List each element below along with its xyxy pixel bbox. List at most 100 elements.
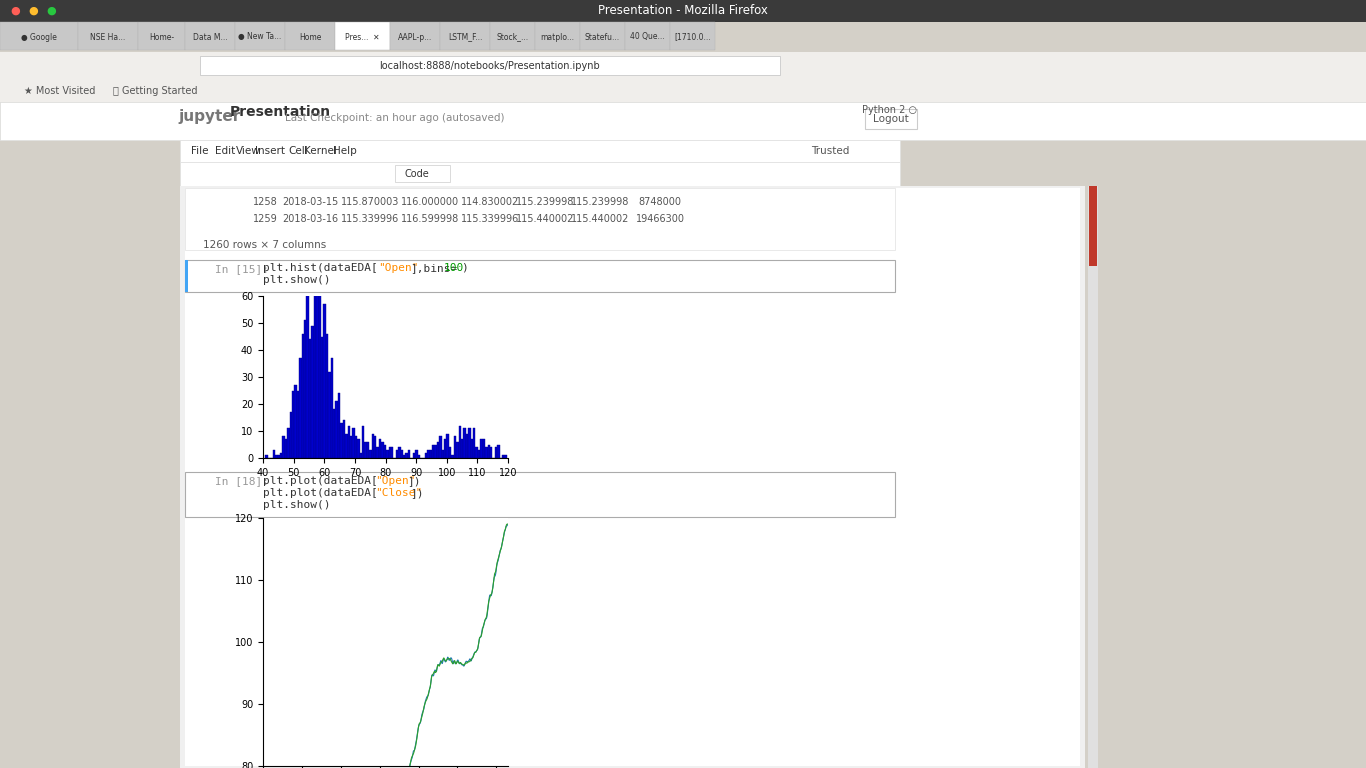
Bar: [306, 288, 309, 458]
Text: 115.239998: 115.239998: [571, 197, 630, 207]
Bar: [367, 442, 369, 458]
Bar: [316, 283, 318, 458]
Bar: [429, 450, 432, 458]
FancyBboxPatch shape: [264, 296, 508, 458]
FancyBboxPatch shape: [395, 165, 449, 182]
Bar: [460, 439, 463, 458]
Bar: [434, 445, 437, 458]
Text: ): ): [460, 263, 467, 273]
Bar: [387, 450, 388, 458]
Bar: [413, 452, 415, 458]
FancyBboxPatch shape: [0, 22, 1366, 52]
Bar: [325, 334, 328, 458]
Text: 115.440002: 115.440002: [571, 214, 630, 224]
Bar: [415, 450, 418, 458]
Text: 1259: 1259: [253, 214, 277, 224]
FancyBboxPatch shape: [184, 188, 1081, 766]
Bar: [391, 447, 393, 458]
Bar: [347, 425, 350, 458]
Text: plt.plot(dataEDA[: plt.plot(dataEDA[: [264, 488, 378, 498]
Text: 114.830002: 114.830002: [460, 197, 519, 207]
Bar: [482, 439, 485, 458]
Text: Kernel: Kernel: [303, 146, 336, 156]
Text: 19466300: 19466300: [635, 214, 684, 224]
Bar: [314, 288, 316, 458]
Bar: [284, 439, 287, 458]
FancyBboxPatch shape: [1087, 186, 1098, 768]
Text: ★ Most Visited: ★ Most Visited: [25, 86, 96, 96]
FancyBboxPatch shape: [235, 22, 285, 50]
Bar: [302, 334, 305, 458]
Bar: [469, 429, 471, 458]
Text: ●: ●: [29, 6, 38, 16]
Bar: [451, 455, 454, 458]
Text: 100: 100: [444, 263, 464, 273]
Text: 115.339996: 115.339996: [460, 214, 519, 224]
Bar: [408, 450, 410, 458]
Bar: [384, 445, 387, 458]
Text: plt.show(): plt.show(): [264, 275, 331, 285]
Bar: [328, 372, 331, 458]
FancyBboxPatch shape: [581, 22, 626, 50]
Bar: [403, 455, 406, 458]
Text: 116.599998: 116.599998: [400, 214, 459, 224]
Bar: [400, 450, 403, 458]
Text: [1710.0...: [1710.0...: [675, 32, 710, 41]
Bar: [277, 455, 280, 458]
Bar: [292, 390, 295, 458]
Bar: [447, 434, 449, 458]
Bar: [309, 339, 311, 458]
FancyBboxPatch shape: [865, 109, 917, 129]
Bar: [449, 447, 451, 458]
Bar: [311, 326, 314, 458]
Bar: [396, 450, 399, 458]
Bar: [336, 402, 337, 458]
Text: 2018-03-15: 2018-03-15: [281, 197, 339, 207]
Text: 8748000: 8748000: [638, 197, 682, 207]
Bar: [377, 447, 378, 458]
Bar: [296, 390, 299, 458]
Bar: [346, 434, 347, 458]
Bar: [388, 447, 391, 458]
Bar: [425, 452, 428, 458]
Text: Data M...: Data M...: [193, 32, 227, 41]
Bar: [418, 455, 419, 458]
Bar: [485, 447, 488, 458]
Text: Insert: Insert: [255, 146, 285, 156]
Text: 115.339996: 115.339996: [342, 214, 399, 224]
Bar: [290, 412, 292, 458]
Text: In [15]:: In [15]:: [214, 264, 269, 274]
Bar: [283, 436, 284, 458]
Text: jupyter: jupyter: [179, 108, 242, 124]
FancyBboxPatch shape: [180, 186, 1085, 768]
Bar: [275, 455, 277, 458]
FancyBboxPatch shape: [138, 22, 184, 50]
Text: ●: ●: [10, 6, 20, 16]
Bar: [295, 385, 296, 458]
Bar: [331, 358, 333, 458]
FancyBboxPatch shape: [78, 22, 138, 50]
Bar: [321, 336, 324, 458]
FancyBboxPatch shape: [490, 22, 535, 50]
Bar: [437, 442, 440, 458]
Text: ]): ]): [407, 476, 421, 486]
Bar: [459, 425, 460, 458]
FancyBboxPatch shape: [0, 22, 78, 50]
Text: View: View: [235, 146, 261, 156]
Text: ● New Ta...: ● New Ta...: [239, 32, 281, 41]
FancyBboxPatch shape: [184, 472, 895, 517]
FancyBboxPatch shape: [391, 22, 440, 50]
FancyBboxPatch shape: [184, 260, 895, 292]
Text: ● Google: ● Google: [20, 32, 57, 41]
Text: 116.000000: 116.000000: [402, 197, 459, 207]
Text: Edit: Edit: [214, 146, 235, 156]
Text: "Open": "Open": [376, 476, 415, 486]
Bar: [488, 445, 490, 458]
Bar: [441, 450, 444, 458]
Bar: [463, 429, 466, 458]
Bar: [428, 450, 429, 458]
Text: Presentation: Presentation: [229, 105, 331, 119]
Text: Cell: Cell: [288, 146, 307, 156]
Bar: [318, 274, 321, 458]
FancyBboxPatch shape: [1089, 186, 1097, 266]
